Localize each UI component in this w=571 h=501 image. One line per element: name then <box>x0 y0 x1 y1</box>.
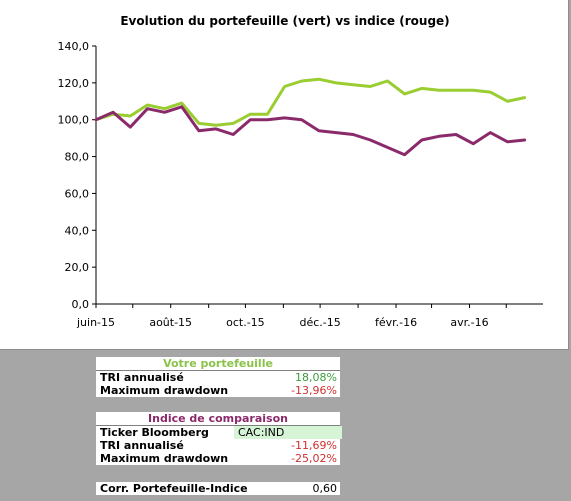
x-tick-label: déc.-15 <box>299 316 340 329</box>
table-row: TRI annualisé -11,69% <box>96 439 340 452</box>
y-tick-label: 0,0 <box>72 298 90 311</box>
portfolio-table-header: Votre portefeuille <box>96 357 340 371</box>
y-axis-ticks: 0,0 20,0 40,0 60,0 80,0 100,0 120,0 140,0 <box>58 40 96 311</box>
correlation-value: 0,60 <box>312 482 338 495</box>
table-row: Ticker Bloomberg CAC:IND <box>96 426 342 439</box>
line-chart: Evolution du portefeuille (vert) vs indi… <box>58 14 543 329</box>
y-tick-label: 140,0 <box>58 40 90 53</box>
chart-title: Evolution du portefeuille (vert) vs indi… <box>120 14 449 28</box>
x-tick-label: avr.-16 <box>450 316 488 329</box>
drawdown-label: Maximum drawdown <box>100 384 229 397</box>
index-table: Indice de comparaison Ticker Bloomberg C… <box>96 412 342 465</box>
index-tri-value: -11,69% <box>291 439 337 452</box>
table-row: Maximum drawdown -25,02% <box>96 452 340 465</box>
drawdown-value: -13,96% <box>291 384 337 397</box>
index-tri-label: TRI annualisé <box>100 439 184 452</box>
index-drawdown-value: -25,02% <box>291 452 337 465</box>
correlation-table: Corr. Portefeuille-Indice 0,60 <box>96 482 340 495</box>
tri-value: 18,08% <box>295 371 337 384</box>
index-table-header: Indice de comparaison <box>96 412 340 426</box>
axes <box>95 46 543 305</box>
x-tick-label: juin-15 <box>76 316 115 329</box>
y-tick-label: 20,0 <box>65 261 90 274</box>
ticker-label: Ticker Bloomberg <box>100 426 209 439</box>
y-tick-label: 60,0 <box>65 187 90 200</box>
y-tick-label: 100,0 <box>58 114 90 127</box>
correlation-label: Corr. Portefeuille-Indice <box>100 482 248 495</box>
x-tick-label: août-15 <box>149 316 192 329</box>
ticker-value: CAC:IND <box>234 426 342 439</box>
tri-label: TRI annualisé <box>100 371 184 384</box>
table-row: TRI annualisé 18,08% <box>96 371 340 384</box>
portfolio-table: Votre portefeuille TRI annualisé 18,08% … <box>96 357 340 397</box>
series-line-portefeuille <box>94 77 527 127</box>
x-tick-label: févr.-16 <box>375 316 417 329</box>
table-row: Corr. Portefeuille-Indice 0,60 <box>96 482 340 495</box>
y-tick-label: 120,0 <box>58 77 90 90</box>
chart-panel: Evolution du portefeuille (vert) vs indi… <box>0 0 569 350</box>
x-axis-ticks: juin-15 août-15 oct.-15 déc.-15 févr.-16 avr.… <box>76 304 507 329</box>
x-tick-label: oct.-15 <box>226 316 265 329</box>
y-tick-label: 40,0 <box>65 224 90 237</box>
series-line-indice <box>94 105 527 157</box>
series-lines <box>94 77 527 157</box>
table-row: Maximum drawdown -13,96% <box>96 384 340 397</box>
y-tick-label: 80,0 <box>65 151 90 164</box>
index-drawdown-label: Maximum drawdown <box>100 452 229 465</box>
